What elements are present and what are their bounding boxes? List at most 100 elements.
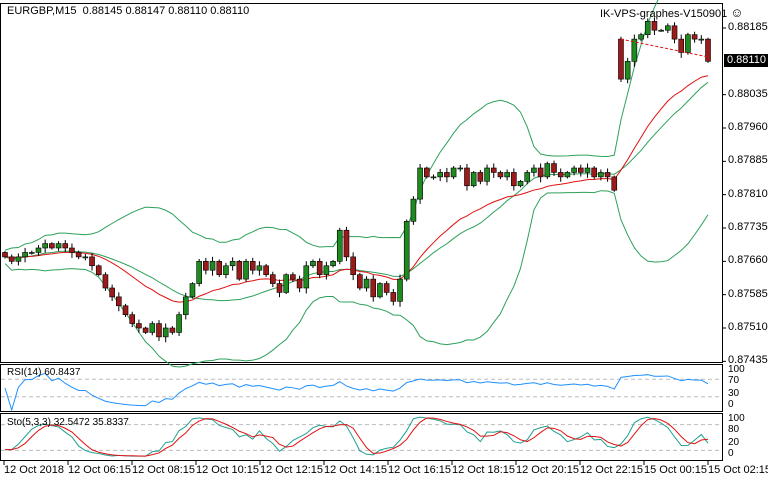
candle	[28, 252, 35, 254]
candle	[598, 172, 604, 178]
time-label: 12 Oct 20:15	[516, 464, 579, 476]
time-label: 15 Oct 00:15	[644, 464, 707, 476]
candle	[263, 265, 269, 275]
candle	[149, 323, 156, 333]
rsi-axis-label: 30	[728, 388, 740, 399]
candle	[209, 261, 216, 271]
candle	[571, 167, 577, 173]
candle	[62, 243, 69, 249]
candle	[42, 243, 48, 249]
bollinger-middle	[4, 81, 709, 302]
candle	[236, 261, 243, 280]
price-label: 0.87435	[728, 354, 768, 367]
sto-panel	[0, 413, 723, 461]
candle	[430, 176, 437, 179]
candle	[249, 261, 256, 271]
price-label: 0.87960	[728, 121, 768, 133]
time-label: 12 Oct 08:15	[132, 464, 195, 476]
time-label: 12 Oct 22:15	[580, 464, 643, 476]
candle	[517, 181, 524, 187]
sto-axis-label: 20	[728, 437, 740, 448]
candle	[638, 34, 644, 40]
candle	[678, 38, 685, 53]
candle	[169, 327, 176, 333]
candle	[644, 21, 651, 35]
ohlc-values: 0.88145 0.88147 0.88110 0.88110	[82, 5, 250, 17]
candle	[229, 261, 236, 267]
candle	[497, 172, 504, 178]
candle	[216, 261, 223, 275]
bollinger-upper	[4, 0, 659, 251]
bollinger-lower	[4, 190, 709, 368]
rsi-label: RSI(14) 60.8437	[7, 367, 81, 378]
price-label: 0.87735	[728, 221, 768, 233]
time-label: 12 Oct 10:15	[196, 464, 259, 476]
candle	[316, 261, 323, 275]
candle	[102, 274, 109, 289]
candle	[142, 327, 149, 333]
candle	[203, 261, 209, 271]
candle	[377, 283, 383, 298]
expert-label: IK-VPS-graphes-V150901 ☺	[600, 5, 744, 20]
candle	[504, 172, 510, 178]
candle	[156, 323, 162, 338]
candle	[484, 167, 490, 182]
candle	[618, 38, 624, 80]
candle	[477, 172, 484, 182]
candle	[49, 243, 55, 249]
candle	[89, 256, 95, 267]
smiley-icon: ☺	[730, 5, 744, 20]
candle	[343, 229, 350, 258]
price-label: 0.87885	[728, 154, 768, 167]
candle	[176, 314, 182, 333]
candle	[330, 261, 336, 267]
candle	[403, 221, 410, 280]
candle	[2, 252, 8, 258]
candle	[276, 283, 283, 293]
candle	[437, 172, 443, 178]
candle	[336, 229, 343, 262]
candle	[303, 265, 310, 289]
candle	[69, 247, 75, 253]
candle	[551, 163, 557, 173]
main-panel	[0, 3, 723, 363]
candle	[490, 167, 497, 173]
candle	[397, 278, 403, 302]
candle	[537, 167, 544, 178]
candle	[470, 172, 477, 187]
candle	[162, 327, 169, 338]
candle	[511, 172, 517, 187]
candle	[423, 167, 430, 178]
candle	[350, 256, 356, 275]
time-label: 12 Oct 2018	[4, 464, 64, 476]
candle	[22, 252, 28, 258]
candle	[698, 38, 705, 41]
time-label: 12 Oct 18:15	[452, 464, 515, 476]
current-price-label: 0.88110	[724, 54, 768, 67]
candle	[685, 34, 691, 53]
candle	[243, 261, 249, 280]
candle	[75, 252, 82, 258]
candle	[196, 261, 202, 284]
time-label: 15 Oct 02:15	[708, 464, 768, 476]
candle	[531, 167, 537, 173]
candle	[591, 167, 597, 178]
candle	[256, 265, 263, 271]
candle	[136, 323, 142, 329]
sto-axis-label: 0	[728, 448, 734, 459]
candle	[691, 34, 698, 40]
candle	[310, 261, 316, 267]
candle	[270, 274, 276, 284]
sto-axis-label: 80	[728, 424, 740, 435]
time-label: 12 Oct 16:15	[388, 464, 451, 476]
candle	[658, 29, 664, 32]
rsi-line	[4, 372, 709, 412]
time-label: 12 Oct 12:15	[260, 464, 323, 476]
candle	[189, 283, 196, 298]
candle	[370, 278, 377, 298]
candle	[82, 256, 89, 259]
sto-axis-label: 100	[728, 413, 745, 424]
sto-signal-line	[4, 417, 709, 457]
candle	[296, 278, 303, 289]
